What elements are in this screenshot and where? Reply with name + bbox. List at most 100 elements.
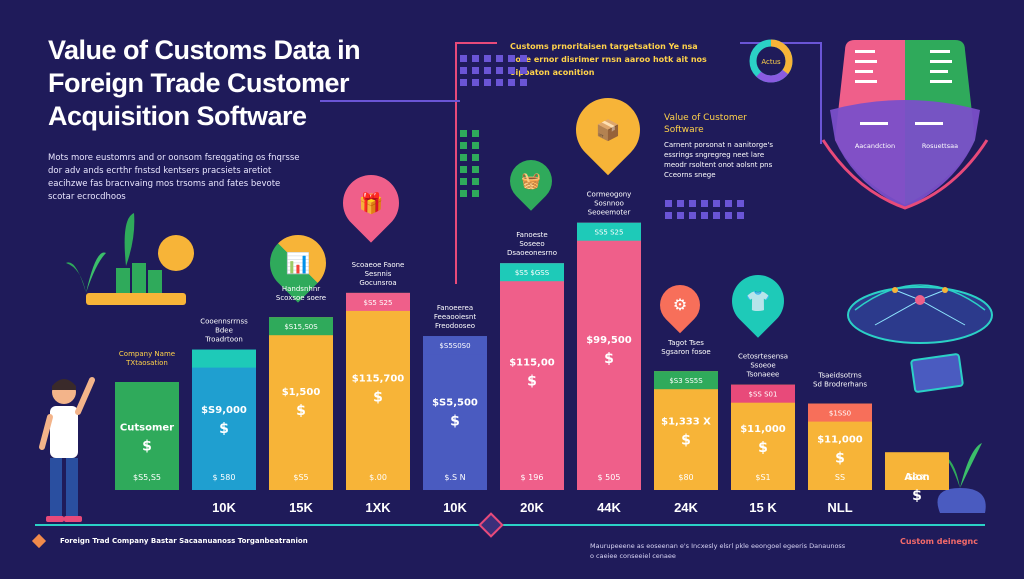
bar-bottom-label: S2 X <box>908 473 927 482</box>
box-icon: 📦 <box>595 118 621 142</box>
grid-dot <box>496 55 503 62</box>
dollar-icon: $ <box>219 421 229 437</box>
wire-left <box>320 100 460 192</box>
bar-band-label: $S15,S0S <box>284 323 318 331</box>
grid-dot <box>689 200 696 207</box>
grid-dot <box>496 67 503 74</box>
bar-value-label: $1,500 <box>282 387 321 398</box>
grid-dot <box>737 212 744 219</box>
grid-dot <box>737 200 744 207</box>
grid-dot <box>508 67 515 74</box>
top-caption: Customs prnoritaisen targetsation Ye nsa… <box>510 42 707 77</box>
bar-value-label: $99,500 <box>586 335 632 346</box>
bar <box>192 349 256 490</box>
bar-value-label: $115,00 <box>509 357 555 368</box>
x-tick-label: 1XK <box>365 500 391 515</box>
grid-dot <box>472 178 479 185</box>
bar-band-label: $S3 SS5S <box>669 377 703 385</box>
shield-diagram: Aacandction Rosuettsaa <box>821 40 989 210</box>
grid-dot <box>665 200 672 207</box>
grid-dot <box>472 55 479 62</box>
package-icon: 🧺 <box>521 171 541 190</box>
bar <box>346 292 410 490</box>
dollar-icon: $ <box>835 450 845 466</box>
grid-dot <box>701 200 708 207</box>
bar-bottom-label: $S5 <box>293 473 308 482</box>
dollar-icon: $ <box>912 488 922 504</box>
grid-dot <box>472 190 479 197</box>
tool-icon: ⚙ <box>672 295 688 314</box>
dollar-icon: $ <box>373 390 383 406</box>
bar <box>269 317 333 490</box>
grid-dot <box>725 200 732 207</box>
grid-dot <box>484 55 491 62</box>
bar-top-label: Fanoeste Soseeo Dsaoeonesrno <box>507 231 557 257</box>
grid-dot <box>460 142 467 149</box>
dollar-icon: $ <box>681 433 691 449</box>
bar <box>423 336 487 490</box>
bar <box>654 371 718 490</box>
grid-dot <box>460 79 467 86</box>
footer-left-text: Foreign Trad Company Bastar Sacaanuanoss… <box>60 537 308 545</box>
bar-top-label: Cooennsrrnss Bdee Troadrtoon <box>200 318 248 344</box>
grid-dot <box>460 130 467 137</box>
grid-dot <box>472 130 479 137</box>
x-tick-label: 10K <box>443 500 467 515</box>
bar-band <box>269 317 333 336</box>
grid-dot <box>677 200 684 207</box>
bar-value-label: $11,000 <box>817 434 863 445</box>
bar-band <box>192 349 256 368</box>
donut-chart-icon: Actus <box>749 39 793 83</box>
bar-band-label: $S5S0S0 <box>439 342 470 350</box>
grid-dot <box>520 79 527 86</box>
bar-value-label: $11,000 <box>740 424 786 435</box>
bar-value-label: $S5,500 <box>432 397 478 408</box>
bar-bottom-label: $80 <box>678 473 693 482</box>
x-axis-line <box>35 524 985 526</box>
dollar-icon: $ <box>758 440 768 456</box>
bar-band-label: $S5 $GSS <box>515 269 550 277</box>
bar-bottom-label: $S1 <box>755 473 770 482</box>
bar-bottom-label: $S5,S5 <box>133 473 161 482</box>
gift-icon: 🎁 <box>358 191 384 215</box>
x-tick-label: 15K <box>289 500 313 515</box>
grid-dot <box>701 212 708 219</box>
value-caption: Value of Customer Software <box>664 113 747 135</box>
grid-dot <box>496 79 503 86</box>
footer-tag: Custom deinegnc <box>900 537 978 546</box>
bar <box>500 263 564 490</box>
person-illustration <box>39 377 95 522</box>
bar-band <box>500 263 564 282</box>
bar-top-label: Tagot Tses Sgsaron fosoe <box>661 339 710 356</box>
grid-dot <box>460 190 467 197</box>
x-tick-label: 15 K <box>749 500 777 515</box>
grid-dot <box>689 212 696 219</box>
x-tick-label: 20K <box>520 500 544 515</box>
grid-dot <box>677 212 684 219</box>
bar-band <box>423 336 487 355</box>
bar-band <box>654 371 718 390</box>
bar-band-label: SS5 S25 <box>595 229 624 237</box>
bar-top-label: Cormeogony Sosnnoo Seoeemoter <box>587 191 632 217</box>
grid-dot <box>713 212 720 219</box>
grid-dot <box>472 166 479 173</box>
dollar-icon: $ <box>604 351 614 367</box>
chart-icon: 📊 <box>285 251 311 275</box>
bar-band <box>346 292 410 311</box>
bar-top-label: Company Name TXtaosation <box>119 350 175 367</box>
bar-band <box>731 384 795 403</box>
bar-top-label: Fanoeerea Feeaooiesnt Freodooseo <box>434 304 476 330</box>
bar-value-label: Aion <box>904 472 929 483</box>
bar-band-label: $1SS0 <box>829 410 851 418</box>
shirt-icon: 👕 <box>745 289 771 313</box>
dollar-icon: $ <box>142 439 152 455</box>
grid-dot <box>508 55 515 62</box>
page-title: Value of Customs Data in Foreign Trade C… <box>48 35 361 131</box>
bar-top-label: Scoaeoe Faone Sesnnis Gocunsroa <box>352 261 405 287</box>
value-caption-sub: Carnent porsonat n aanitorge's essrings … <box>664 141 774 179</box>
grid-dot <box>472 142 479 149</box>
bar-value-label: $1,333 X <box>661 417 711 428</box>
plant-left-icon <box>66 213 194 305</box>
